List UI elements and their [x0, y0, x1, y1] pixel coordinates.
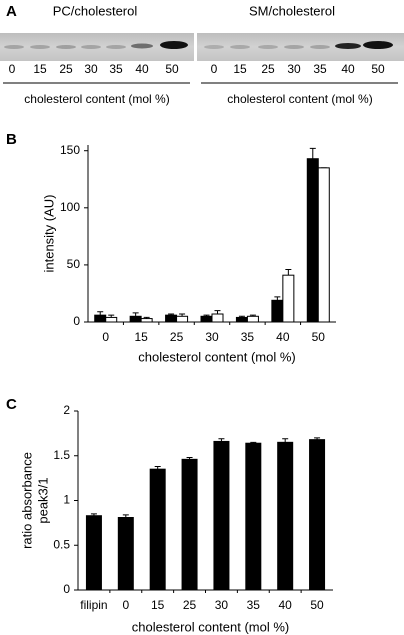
panel-label: B: [6, 131, 17, 148]
y-tick-label: 50: [67, 257, 81, 271]
bar: [317, 167, 330, 323]
bar: [211, 313, 224, 323]
bar: [85, 515, 102, 591]
bar: [149, 468, 166, 591]
gel-bands: [4, 41, 393, 49]
x-tick-label: 0: [102, 330, 109, 344]
bar: [200, 315, 213, 323]
y-tick-label: 1: [63, 493, 70, 507]
y-axis-label: peak3/1: [35, 477, 50, 523]
lane-label: 35: [109, 62, 123, 76]
y-axis-label: intensity (AU): [41, 194, 56, 272]
chart: C 0 0.5 1 1.5 2 filipin 0 15 25 30 35 40 50 cholestero…: [6, 396, 333, 634]
bar: [140, 318, 153, 323]
bar: [245, 442, 262, 591]
x-tick-label: 40: [276, 330, 290, 344]
x-tick-label: 30: [205, 330, 219, 344]
panel-label: C: [6, 396, 17, 413]
lane-label: 35: [313, 62, 327, 76]
panel-a: A PC/cholesterol SM/cholesterol choleste…: [0, 3, 404, 106]
x-tick-label: 50: [312, 330, 326, 344]
gel-title: PC/cholesterol: [53, 3, 138, 18]
x-tick-label: 25: [170, 330, 184, 344]
y-tick-label: 0: [63, 582, 70, 596]
bar: [165, 314, 178, 323]
x-tick-label: 15: [151, 598, 165, 612]
lane-label: 30: [84, 62, 98, 76]
x-tick-label: 50: [310, 598, 324, 612]
bar: [309, 439, 326, 591]
bar: [94, 314, 107, 323]
y-axis-label: ratio absorbance: [19, 452, 34, 549]
x-tick-label: 35: [247, 598, 261, 612]
y-tick-label: 1.5: [53, 448, 70, 462]
lane-label: 40: [341, 62, 355, 76]
bar: [129, 315, 142, 323]
x-tick-label: 0: [122, 598, 129, 612]
lane-label: 25: [59, 62, 73, 76]
bar: [271, 299, 284, 323]
lane-label: 25: [261, 62, 275, 76]
x-axis-label: cholesterol content (mol %): [132, 619, 290, 634]
x-tick-label: 30: [215, 598, 229, 612]
lane-label: 50: [165, 62, 179, 76]
x-tick-label: 25: [183, 598, 197, 612]
gel-title: SM/cholesterol: [249, 3, 335, 18]
y-tick-label: 150: [60, 143, 80, 157]
panel-label: A: [6, 3, 17, 20]
bar: [181, 458, 198, 591]
bar: [277, 441, 294, 591]
bar: [282, 274, 295, 323]
x-tick-label: 15: [134, 330, 148, 344]
y-tick-label: 2: [63, 403, 70, 417]
bar: [176, 315, 189, 323]
lane-label: 50: [371, 62, 385, 76]
gel-x-label: cholesterol content (mol %): [24, 92, 169, 106]
x-axis-label: cholesterol content (mol %): [138, 349, 296, 364]
chart: B 0 50 100 150 0 15 25 30 35 40 50 cholesterol conte…: [6, 131, 336, 364]
bar: [213, 440, 230, 591]
lane-label: 15: [33, 62, 47, 76]
lane-label: 40: [135, 62, 149, 76]
gel-x-label: cholesterol content (mol %): [227, 92, 372, 106]
bar: [246, 315, 259, 323]
bar: [105, 316, 118, 323]
lane-label: 0: [9, 62, 16, 76]
y-tick-label: 100: [60, 200, 80, 214]
lane-label: 15: [233, 62, 247, 76]
x-tick-label: 35: [241, 330, 255, 344]
bar: [117, 517, 134, 591]
bar: [235, 316, 248, 323]
lane-label: 30: [287, 62, 301, 76]
x-tick-label: 40: [279, 598, 293, 612]
y-tick-label: 0.5: [53, 537, 70, 551]
lane-label: 0: [211, 62, 218, 76]
y-tick-label: 0: [73, 314, 80, 328]
bar: [306, 158, 319, 323]
x-tick-label: filipin: [80, 598, 107, 612]
